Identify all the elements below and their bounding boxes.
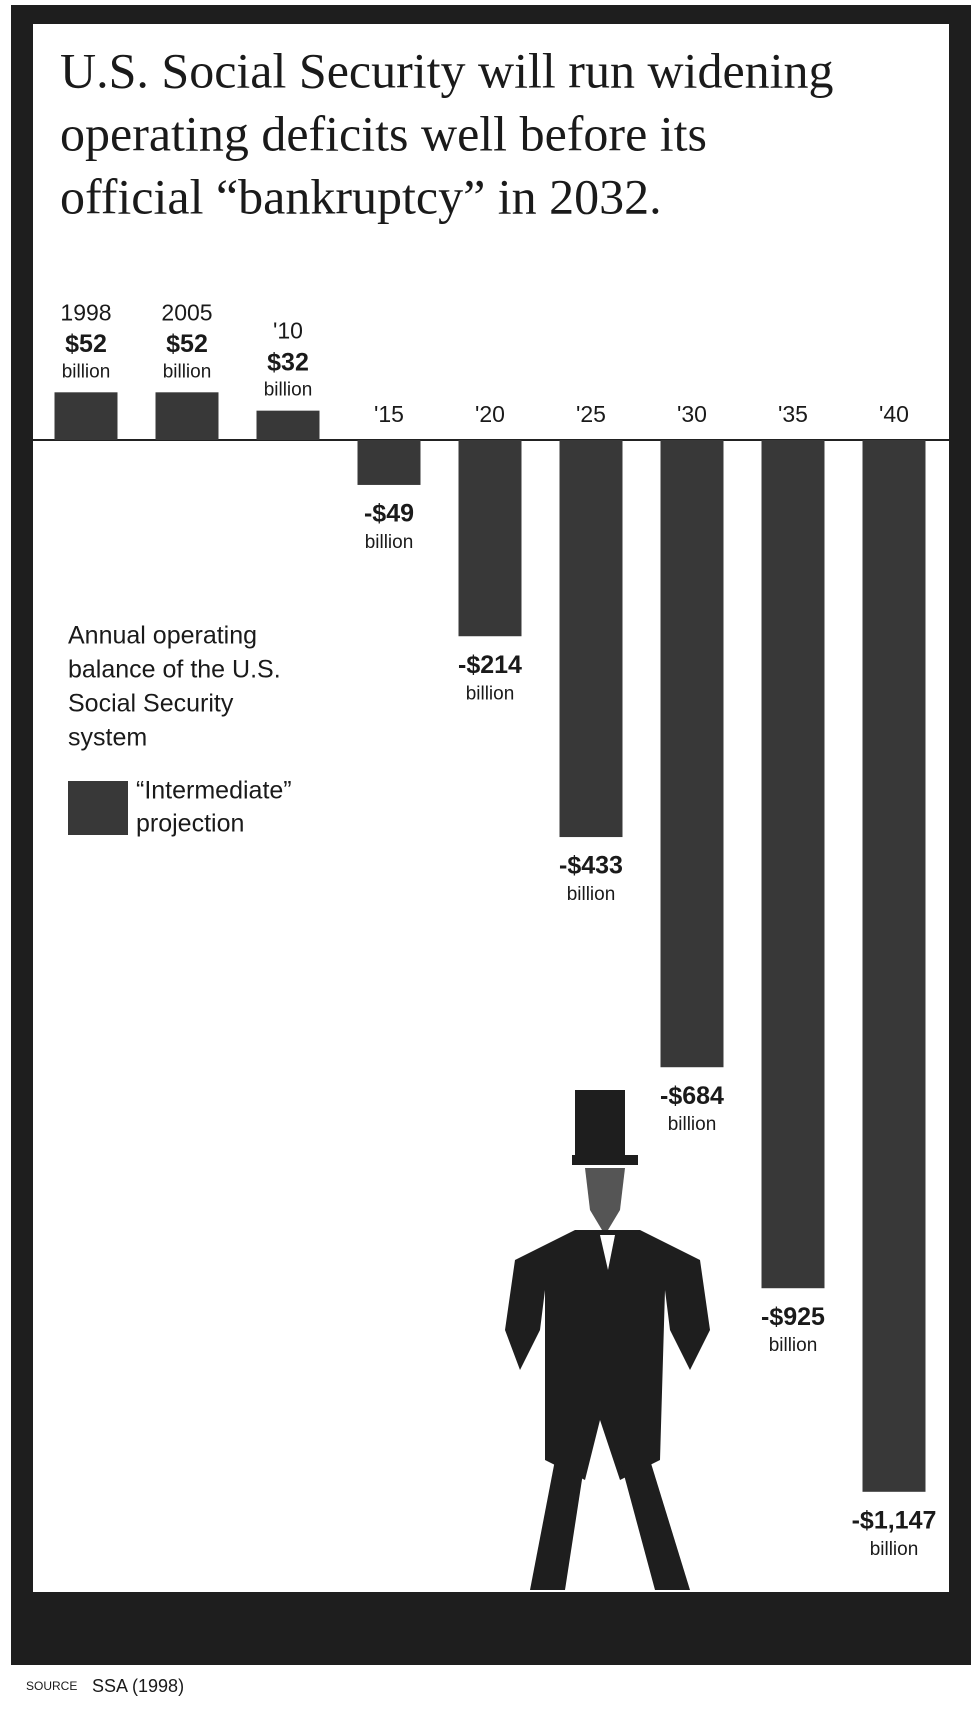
value-label: $32 (267, 348, 309, 376)
bar (459, 440, 522, 636)
value-label: -$49 (364, 500, 414, 528)
value-label: -$1,147 (852, 1506, 937, 1534)
legend-title: Social Security (68, 690, 234, 718)
bar (863, 440, 926, 1492)
unit-label: billion (668, 1114, 717, 1135)
value-label: $52 (65, 330, 107, 358)
category-label: '20 (475, 401, 505, 427)
bar (55, 392, 118, 440)
chart-title: U.S. Social Security will run widening (60, 42, 834, 98)
chart-title: operating deficits well before its (60, 105, 707, 161)
value-label: -$214 (458, 651, 522, 679)
category-label: '10 (273, 318, 303, 344)
legend-label: projection (136, 810, 244, 838)
unit-label: billion (163, 361, 212, 382)
bar (156, 392, 219, 440)
category-label: '35 (778, 401, 808, 427)
hat-crown (575, 1090, 625, 1158)
value-label: $52 (166, 330, 208, 358)
category-label: '30 (677, 401, 707, 427)
bar (358, 440, 421, 485)
bar (661, 440, 724, 1067)
bar (560, 440, 623, 837)
category-label: 1998 (60, 299, 111, 325)
bar (762, 440, 825, 1288)
category-label: 2005 (161, 299, 212, 325)
legend-label: “Intermediate” (136, 777, 292, 805)
bar (257, 411, 320, 440)
legend-title: balance of the U.S. (68, 656, 281, 684)
chart-title: official “bankruptcy” in 2032. (60, 168, 662, 224)
category-label: '25 (576, 401, 606, 427)
unit-label: billion (567, 884, 616, 905)
category-label: '15 (374, 401, 404, 427)
legend-swatch (68, 781, 128, 835)
unit-label: billion (769, 1335, 818, 1356)
value-label: -$684 (660, 1082, 724, 1110)
chart: SOURCE SSA (1998) U.S. Social Security w… (0, 0, 977, 1706)
unit-label: billion (62, 361, 111, 382)
unit-label: billion (365, 532, 414, 553)
value-label: -$925 (761, 1303, 825, 1331)
value-label: -$433 (559, 852, 623, 880)
source: SSA (1998) (92, 1676, 184, 1696)
unit-label: billion (466, 683, 515, 704)
legend-title: system (68, 724, 147, 752)
page: {"chart_data": { "type": "bar", "title":… (0, 0, 977, 1706)
source-label: SOURCE (26, 1679, 77, 1693)
unit-label: billion (264, 380, 313, 401)
unit-label: billion (870, 1539, 919, 1560)
category-label: '40 (879, 401, 909, 427)
hat-brim (572, 1155, 638, 1165)
legend-title: Annual operating (68, 622, 257, 650)
